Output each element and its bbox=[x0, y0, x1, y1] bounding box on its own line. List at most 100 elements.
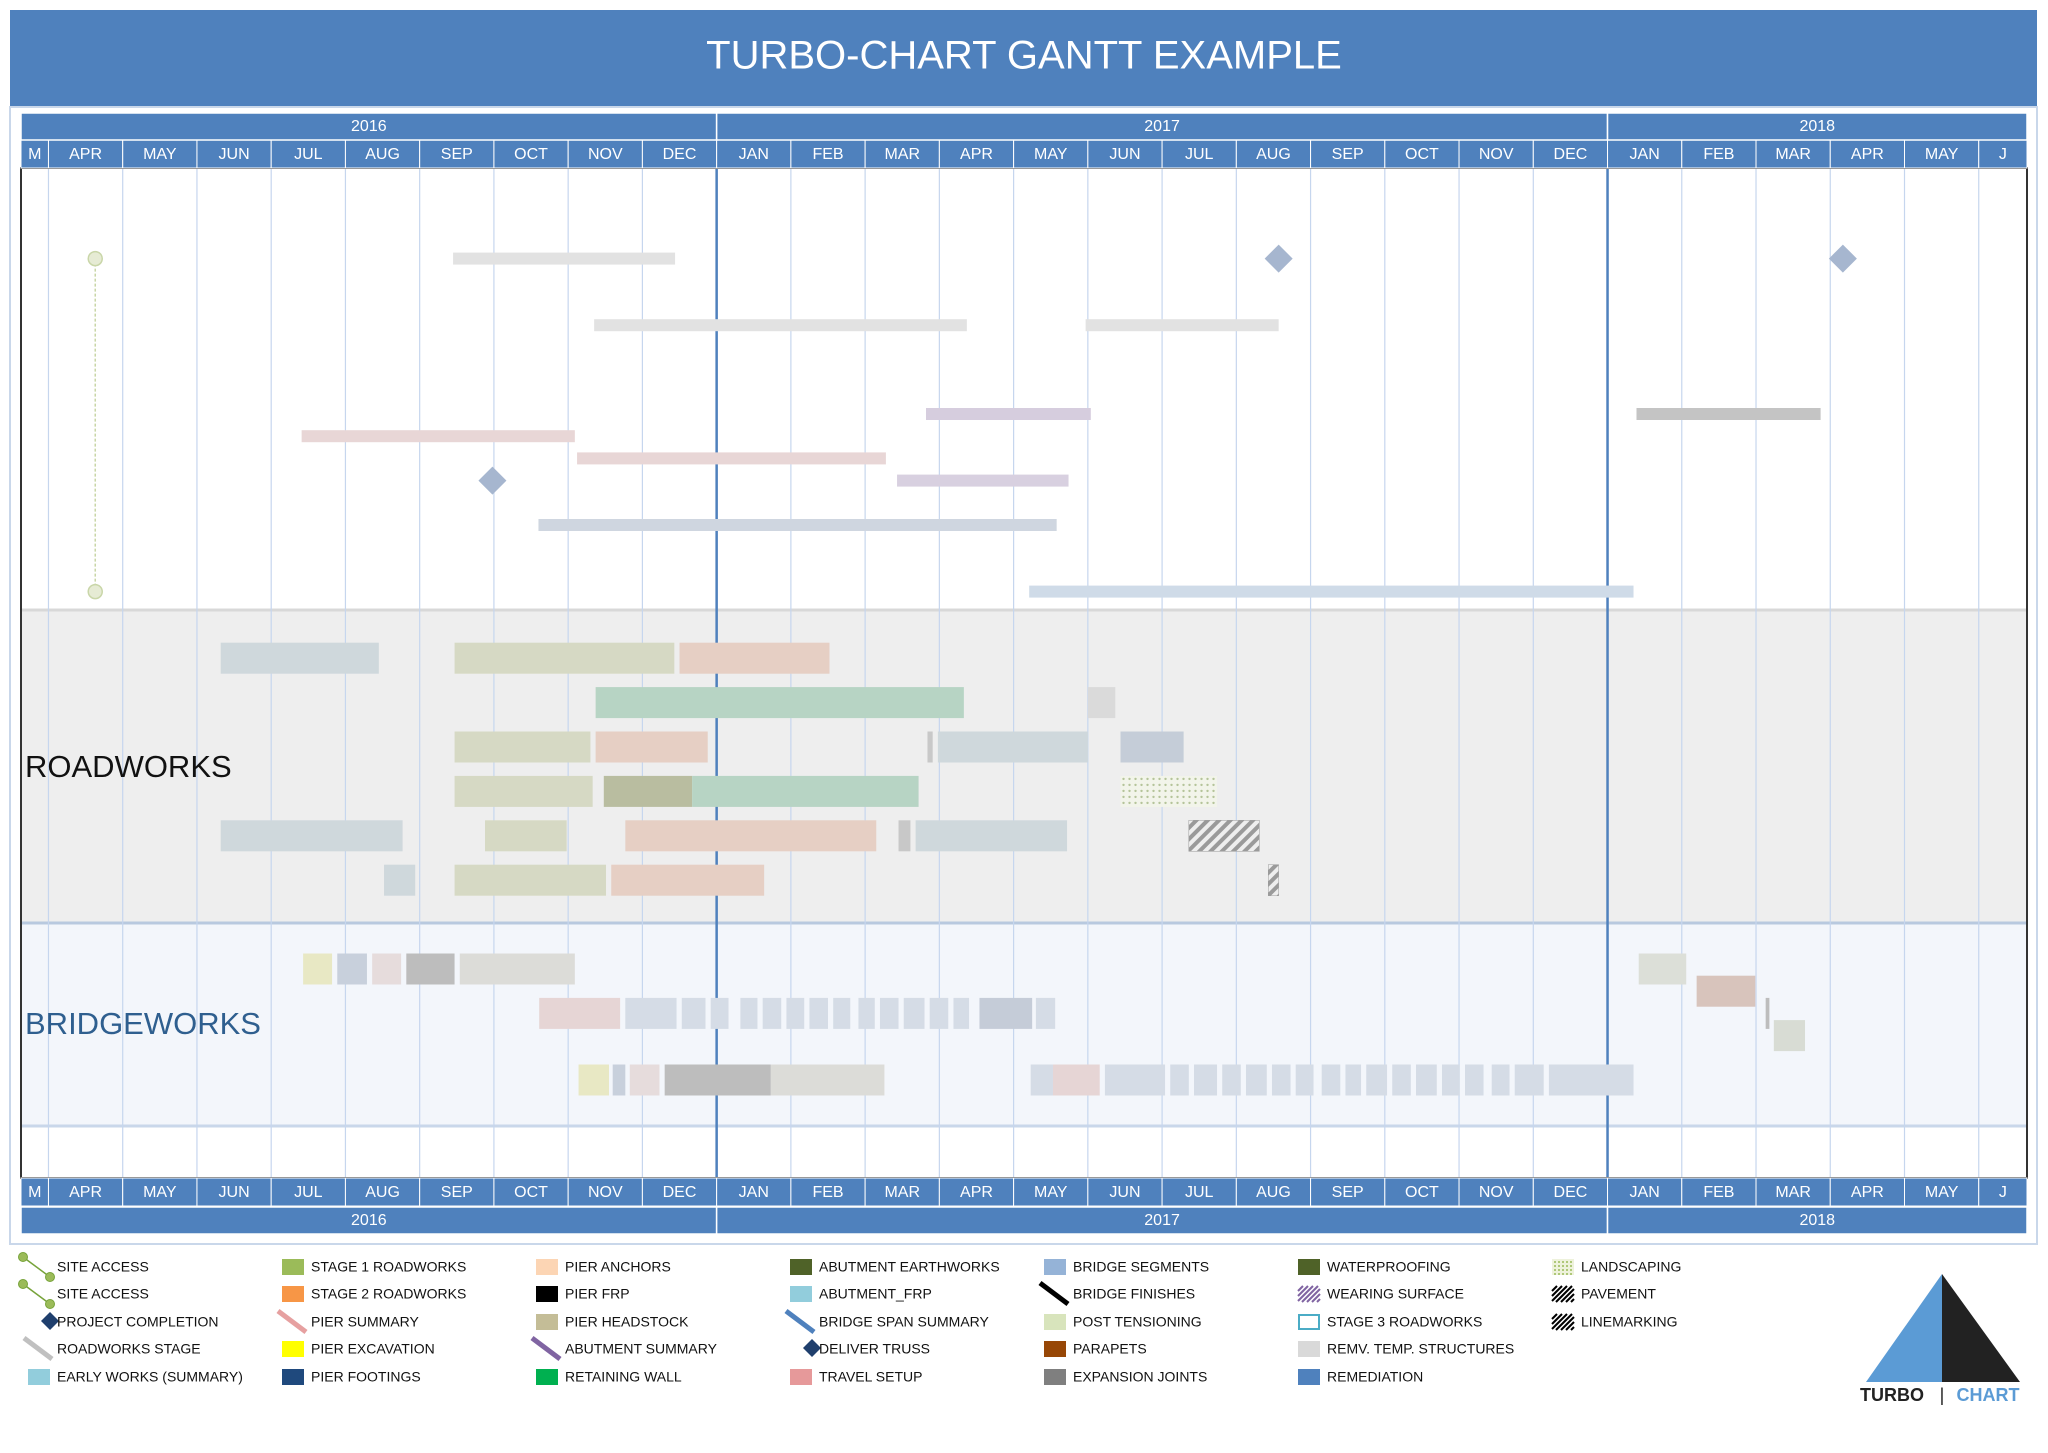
month-label: AUG bbox=[365, 1184, 400, 1201]
dot bbox=[1128, 777, 1131, 781]
dot bbox=[1146, 789, 1149, 793]
legend-label: WATERPROOFING bbox=[1327, 1259, 1451, 1275]
task-bar bbox=[903, 997, 925, 1029]
chart-title: TURBO-CHART GANTT EXAMPLE bbox=[706, 34, 1342, 78]
dot bbox=[1140, 783, 1143, 787]
legend-swatch bbox=[1044, 1369, 1066, 1385]
dot bbox=[1146, 783, 1149, 787]
task-bar bbox=[770, 1064, 885, 1096]
legend-swatch bbox=[1298, 1259, 1320, 1275]
logo-text: CHART bbox=[1957, 1385, 2020, 1405]
legend-hatch bbox=[1551, 1313, 1568, 1330]
legend-label: ABUTMENT_FRP bbox=[819, 1286, 932, 1302]
legend-swatch bbox=[536, 1259, 558, 1275]
timeline-headers: M APR MAY JUN JUL AUG SEP OCT NOV DEC JAN FEB MAR APR… bbox=[20, 112, 2028, 1235]
month-label: MAR bbox=[884, 146, 920, 163]
legend-label: PARAPETS bbox=[1073, 1341, 1147, 1357]
task-bar bbox=[595, 731, 708, 763]
month-label: DEC bbox=[1554, 1184, 1588, 1201]
section-label: BRIDGEWORKS bbox=[25, 1006, 261, 1041]
task-bar bbox=[879, 997, 899, 1029]
task-bar bbox=[833, 997, 851, 1029]
month-label: MAR bbox=[1775, 1184, 1811, 1201]
task-bar bbox=[337, 953, 367, 985]
task-bar bbox=[1491, 1064, 1510, 1096]
legend-item: ROADWORKS STAGE bbox=[22, 1336, 201, 1361]
dot bbox=[1134, 789, 1137, 793]
legend-hatch bbox=[1560, 1316, 1575, 1331]
legend-dot bbox=[1554, 1273, 1556, 1275]
month-cell bbox=[716, 1177, 792, 1207]
milestone bbox=[478, 466, 507, 495]
dot bbox=[1158, 777, 1161, 781]
dot bbox=[1152, 801, 1155, 805]
legend-item: BRIDGE SEGMENTS bbox=[1044, 1259, 1209, 1275]
legend-hatch bbox=[1297, 1285, 1314, 1302]
legend-swatch bbox=[282, 1341, 304, 1357]
legend-swatch bbox=[282, 1369, 304, 1385]
logo-text: TURBO bbox=[1860, 1385, 1924, 1405]
year-label: 2018 bbox=[1799, 118, 1835, 135]
legend-swatch bbox=[536, 1369, 558, 1385]
month-label: APR bbox=[69, 146, 102, 163]
dot bbox=[1188, 783, 1191, 787]
legend-dot bbox=[1562, 1261, 1564, 1263]
dot bbox=[1182, 795, 1185, 799]
legend-item: WATERPROOFING bbox=[1298, 1259, 1451, 1275]
task-bar bbox=[594, 319, 967, 332]
month-label: DEC bbox=[1554, 146, 1588, 163]
section-label: ROADWORKS bbox=[25, 749, 232, 784]
milestone bbox=[1828, 244, 1857, 273]
legend-swatch bbox=[1044, 1314, 1066, 1330]
month-label: FEB bbox=[1703, 146, 1734, 163]
dot bbox=[1212, 801, 1215, 805]
logo: TURBO | CHART bbox=[1860, 1274, 2020, 1405]
dot bbox=[1122, 777, 1125, 781]
month-label: SEP bbox=[441, 146, 473, 163]
legend-item: REMV. TEMP. STRUCTURES bbox=[1298, 1341, 1514, 1357]
legend-item: STAGE 3 ROADWORKS bbox=[1298, 1314, 1482, 1330]
year-label: 2016 bbox=[351, 118, 387, 135]
legend-line bbox=[784, 1309, 816, 1334]
month-label: FEB bbox=[812, 1184, 843, 1201]
dot bbox=[1194, 795, 1197, 799]
month-cell bbox=[1384, 1177, 1460, 1207]
month-cell bbox=[1755, 1177, 1831, 1207]
dot bbox=[1188, 777, 1191, 781]
month-label: J bbox=[1999, 146, 2007, 163]
dot bbox=[1158, 801, 1161, 805]
month-label: FEB bbox=[1703, 1184, 1734, 1201]
legend-swatch bbox=[1044, 1341, 1066, 1357]
frame bbox=[9, 106, 2038, 1245]
task-bar bbox=[454, 864, 607, 896]
dot bbox=[1134, 777, 1137, 781]
task-bar-hatched bbox=[1268, 864, 1279, 896]
legend-item: ABUTMENT EARTHWORKS bbox=[790, 1259, 1000, 1275]
legend-item: ABUTMENT SUMMARY bbox=[530, 1336, 718, 1361]
month-cell bbox=[1458, 139, 1534, 169]
month-label: OCT bbox=[1405, 1184, 1439, 1201]
month-label: M bbox=[28, 1184, 41, 1201]
month-cell bbox=[1161, 1177, 1237, 1207]
task-bar bbox=[372, 953, 402, 985]
month-cell bbox=[1013, 1177, 1089, 1207]
task-bar bbox=[915, 820, 1068, 852]
task-bar bbox=[1222, 1064, 1241, 1096]
legend-dot bbox=[18, 1252, 28, 1262]
year-cell bbox=[20, 1206, 718, 1235]
month-label: JAN bbox=[739, 1184, 769, 1201]
month-label: JUL bbox=[1185, 1184, 1214, 1201]
month-cell bbox=[1532, 139, 1609, 169]
task-bar bbox=[897, 474, 1069, 487]
legend-label: ROADWORKS STAGE bbox=[57, 1341, 201, 1357]
dot bbox=[1134, 801, 1137, 805]
dot bbox=[1200, 783, 1203, 787]
legend-label: LINEMARKING bbox=[1581, 1314, 1677, 1330]
dot bbox=[1212, 783, 1215, 787]
legend-swatch bbox=[1044, 1259, 1066, 1275]
dot bbox=[1194, 789, 1197, 793]
month-label: SEP bbox=[1332, 1184, 1364, 1201]
legend-hatch bbox=[1316, 1298, 1321, 1303]
task-bar bbox=[384, 864, 416, 896]
